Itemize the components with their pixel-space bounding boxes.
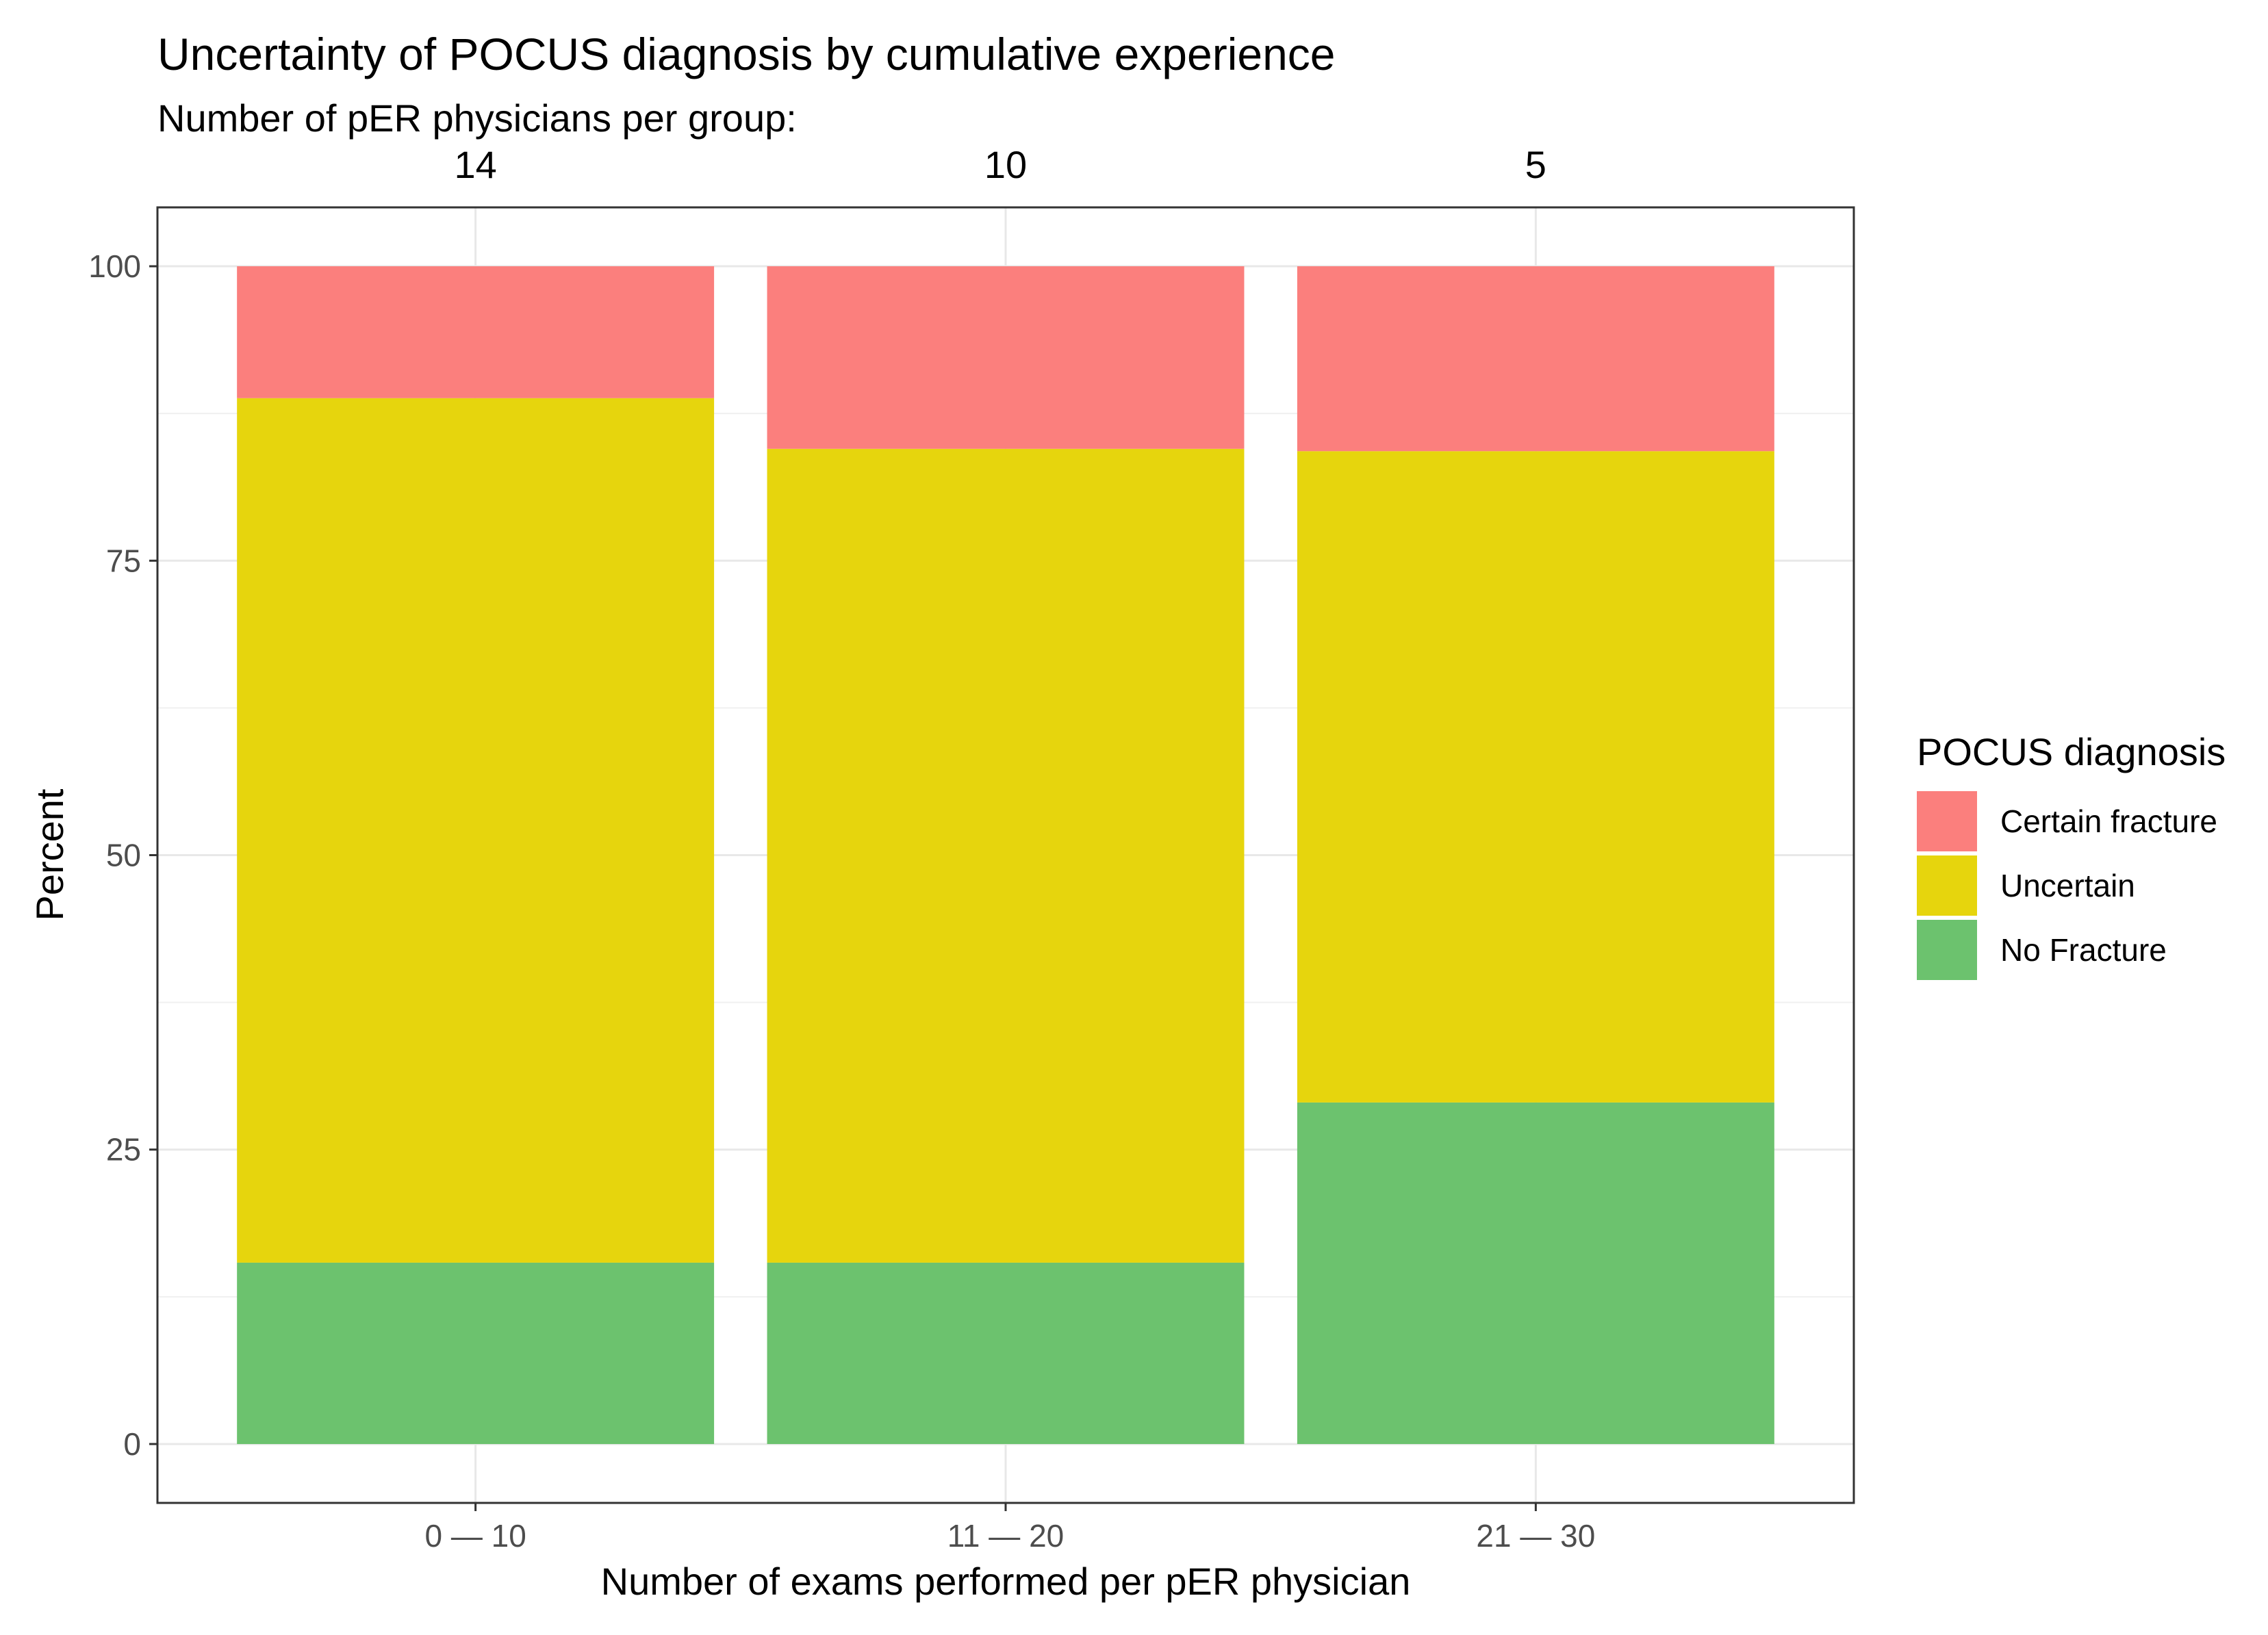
legend-title: POCUS diagnosis xyxy=(1917,730,2226,773)
legend-label-certain-fracture: Certain fracture xyxy=(2000,803,2217,839)
y-tick-label: 0 xyxy=(123,1426,141,1462)
x-tick-label: 21 — 30 xyxy=(1476,1518,1595,1554)
bar-segment-uncertain xyxy=(767,448,1245,1263)
bar-segment-certain-fracture xyxy=(767,266,1245,449)
legend-key-certain-fracture xyxy=(1917,791,1977,851)
bar-segment-certain-fracture xyxy=(237,266,715,398)
group-count-label: 14 xyxy=(454,143,496,186)
bar-segment-no-fracture xyxy=(767,1262,1245,1444)
chart-title: Uncertainty of POCUS diagnosis by cumula… xyxy=(157,29,1335,79)
legend-label-no-fracture: No Fracture xyxy=(2000,932,2167,968)
bar-segment-certain-fracture xyxy=(1297,266,1774,452)
group-count-label: 5 xyxy=(1525,143,1546,186)
bar-segment-uncertain xyxy=(237,398,715,1263)
legend-label-uncertain: Uncertain xyxy=(2000,868,2135,903)
bar-segment-uncertain xyxy=(1297,451,1774,1103)
x-axis-label: Number of exams performed per pER physic… xyxy=(601,1560,1411,1603)
legend-key-no-fracture xyxy=(1917,920,1977,980)
legend: POCUS diagnosis Certain fracture Uncertai… xyxy=(1917,730,2226,980)
y-axis-label: Percent xyxy=(28,788,71,921)
bar-segment-no-fracture xyxy=(1297,1102,1774,1444)
y-tick-label: 75 xyxy=(106,543,141,578)
x-tick-label: 11 — 20 xyxy=(947,1518,1064,1554)
y-tick-label: 50 xyxy=(106,838,141,873)
group-count-labels: 14 10 5 xyxy=(454,143,1546,186)
y-tick-label: 100 xyxy=(88,248,141,284)
chart-subtitle: Number of pER physicians per group: xyxy=(157,96,797,140)
bars xyxy=(237,266,1774,1444)
y-tick-label: 25 xyxy=(106,1132,141,1168)
bar-segment-no-fracture xyxy=(237,1262,715,1444)
x-tick-label: 0 — 10 xyxy=(424,1518,526,1554)
axes: 0 25 50 75 100 0 — 10 11 — 20 21 — 30 xyxy=(88,248,1595,1554)
legend-key-uncertain xyxy=(1917,855,1977,916)
group-count-label: 10 xyxy=(984,143,1027,186)
